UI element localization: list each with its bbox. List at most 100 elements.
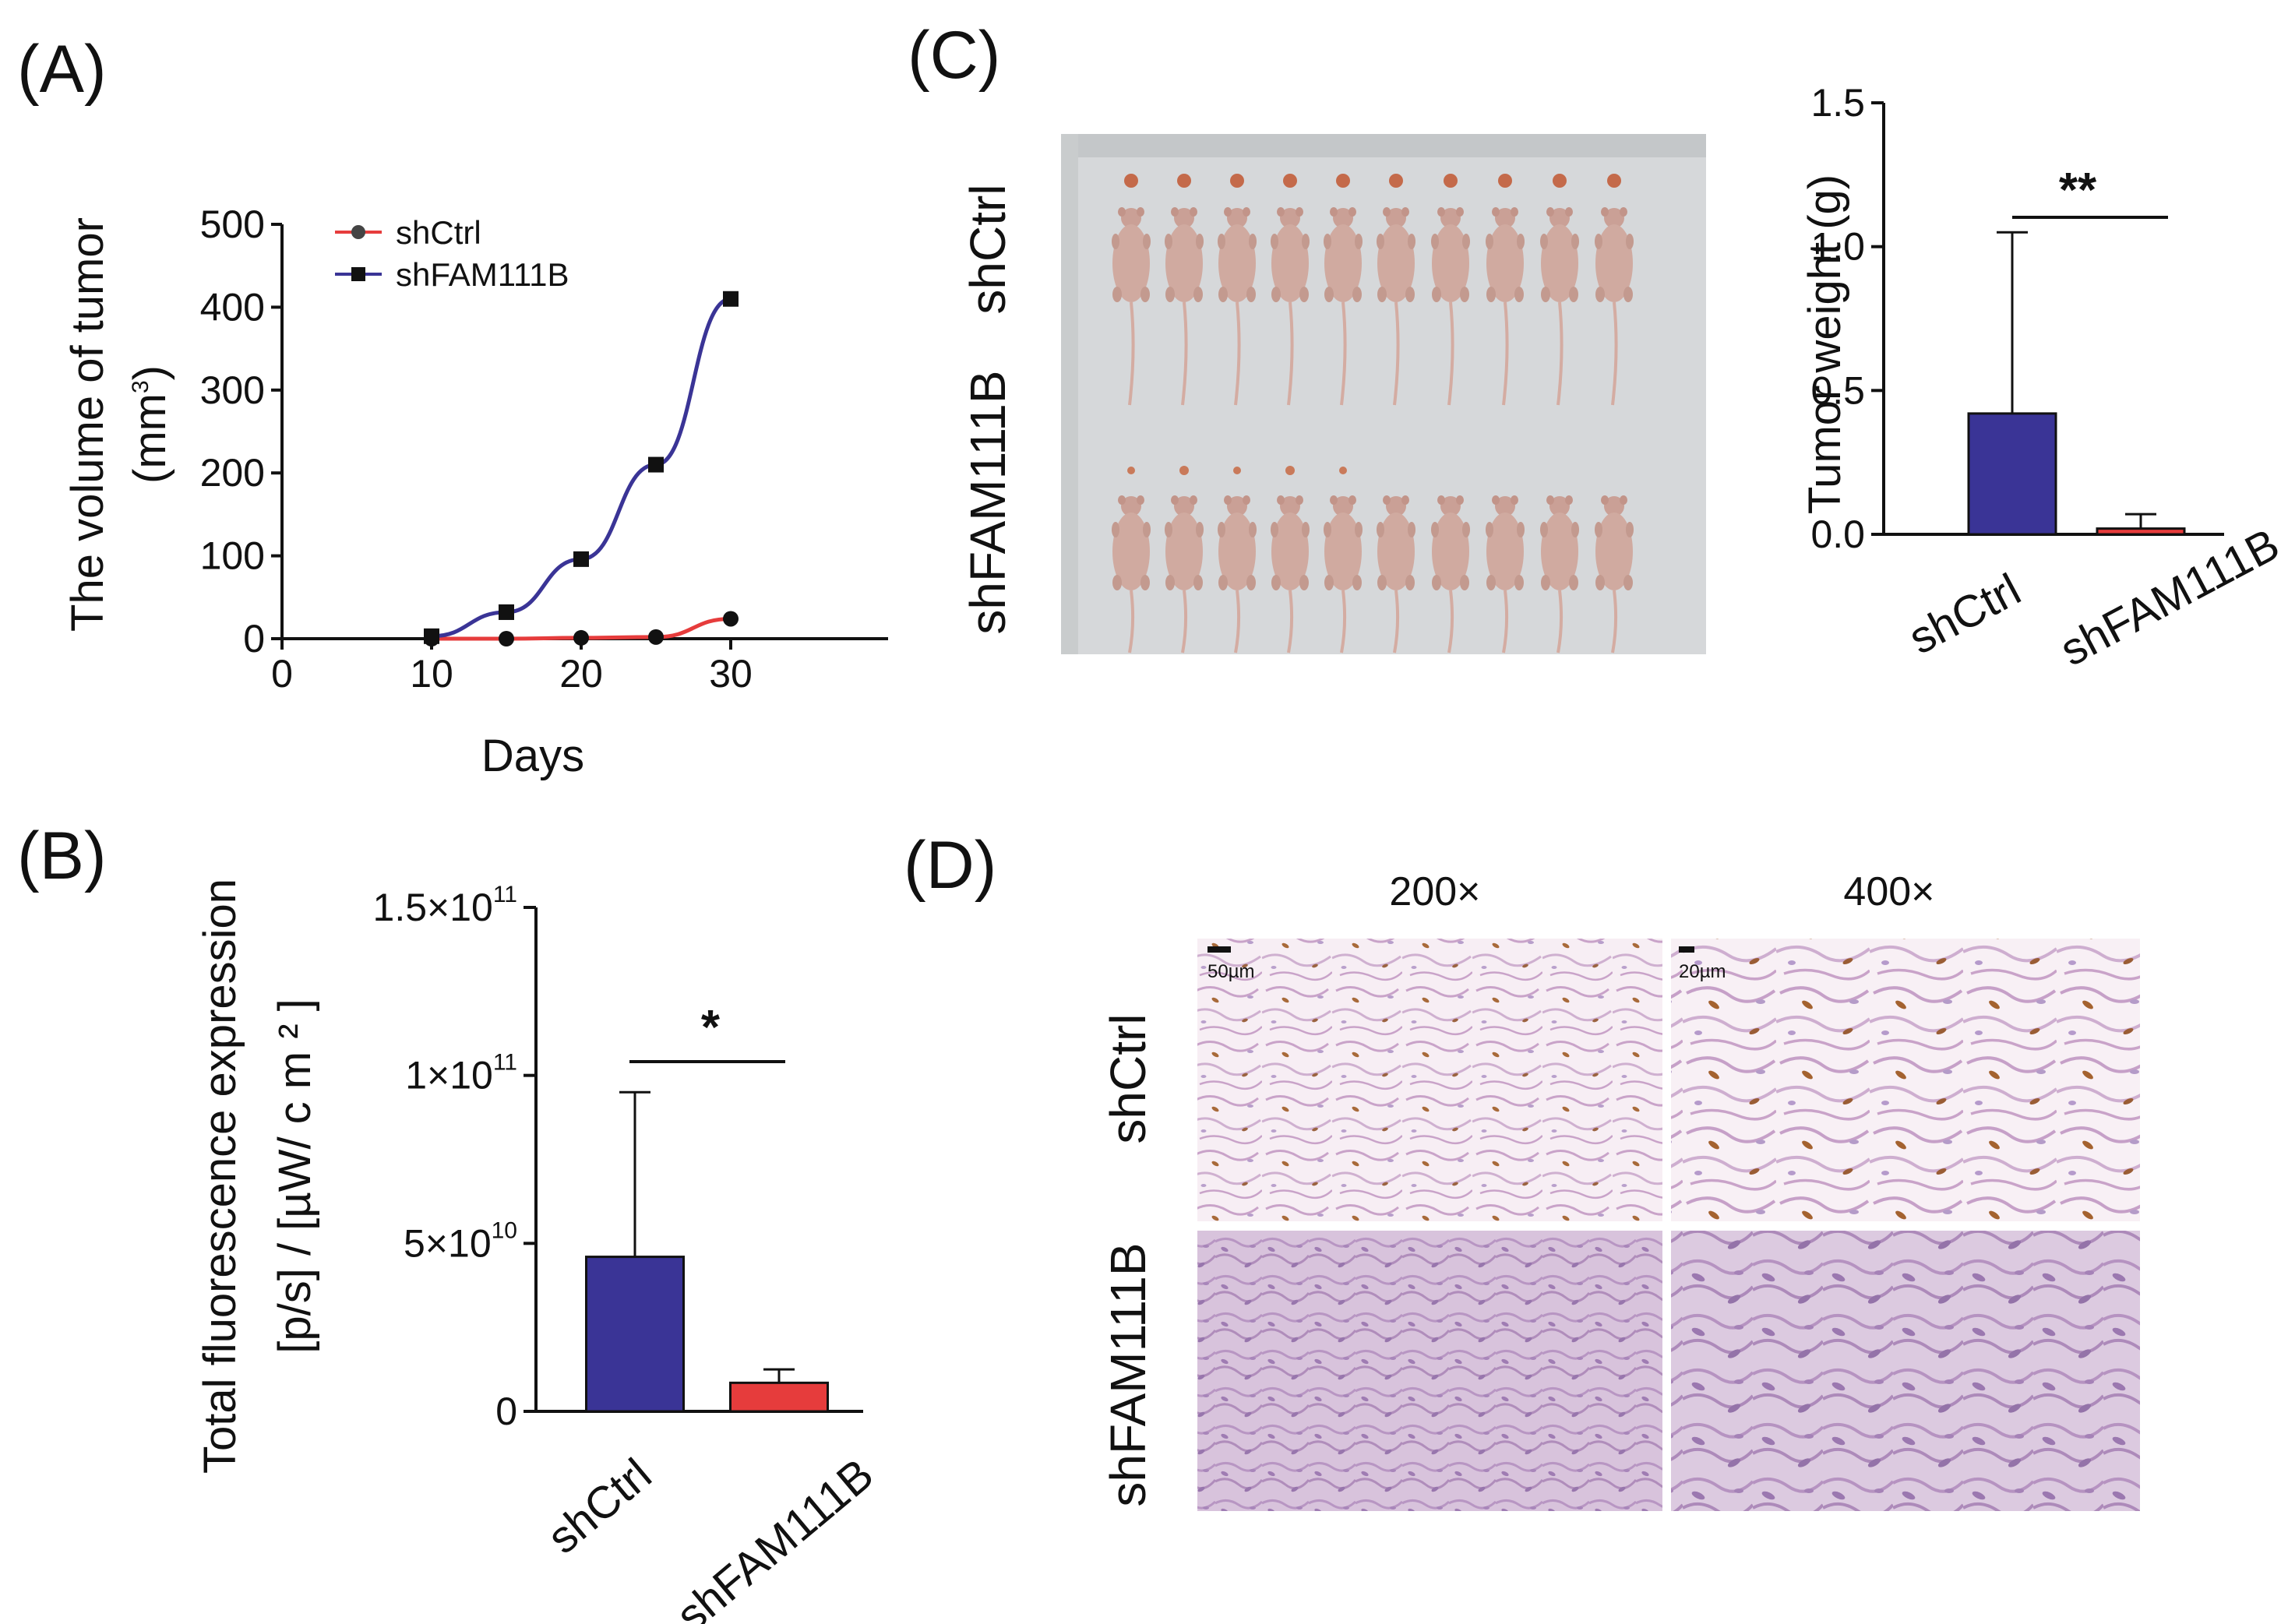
- panel-b-bar-shfam111b: [729, 1381, 829, 1413]
- tumor: [1124, 174, 1138, 188]
- mouse-tail: [1502, 590, 1509, 653]
- panel-a-ylabel-line2: (mm3): [125, 365, 175, 484]
- tumor: [1389, 174, 1403, 188]
- series-line-shfam111b: [431, 297, 732, 639]
- mouse-photo: [1061, 134, 1706, 654]
- histology-shfam111b-400x: [1671, 1231, 2140, 1511]
- panel-c-label: (C): [908, 18, 1000, 93]
- panel-c-ytick: 1.0: [1810, 225, 1865, 269]
- panel-c-tick-marks: [1871, 101, 1884, 536]
- histology-shctrl-400x: [1671, 939, 2140, 1221]
- panel-a-x-ticks: 0 10 20 30: [271, 652, 753, 696]
- mouse-tail: [1340, 301, 1347, 406]
- mouse-tail: [1502, 301, 1509, 406]
- panel-c-ylabel: Tumor weight (g): [1800, 174, 1850, 514]
- panel-a-ytick: 0: [243, 617, 265, 661]
- panel-b-y-ticks: 0 5×1010 1×1011 1.5×1011: [373, 882, 517, 1433]
- mouse-tail: [1340, 590, 1347, 653]
- photo-ruler-top: [1061, 134, 1706, 157]
- data-point-shfam111b: [424, 628, 439, 644]
- panel-b-ylabel-line2: [p/s] / [µW/ c m ² ]: [270, 999, 320, 1354]
- panel-d: (D) 200× 400× shCtrl shFAM111B 50µm 20µm: [904, 828, 2140, 1511]
- panel-c-ytick: 1.5: [1810, 81, 1865, 125]
- panel-c-category-shctrl: shCtrl: [1901, 564, 2029, 664]
- panel-d-row-label-shctrl: shCtrl: [1100, 1013, 1156, 1143]
- tumor: [1233, 467, 1241, 474]
- data-point-shfam111b: [648, 456, 664, 473]
- tumor: [1339, 467, 1347, 474]
- panel-b-significance: *: [701, 1001, 721, 1055]
- tumor: [1177, 174, 1191, 188]
- histology-shfam111b-200x: [1197, 1231, 1662, 1511]
- panel-c-ytick: 0.0: [1810, 513, 1865, 556]
- tumor: [1553, 174, 1567, 188]
- panel-b-tick-marks: [524, 906, 536, 1413]
- mouse-tail: [1393, 301, 1400, 406]
- tumor: [1283, 174, 1297, 188]
- data-point-shctrl: [499, 631, 514, 646]
- panel-c-significance: **: [2059, 164, 2097, 217]
- mouse-tail: [1287, 590, 1294, 653]
- tumor: [1607, 174, 1621, 188]
- panel-a-xtick: 30: [709, 652, 753, 696]
- mouse-tail: [1611, 301, 1618, 406]
- histology-shctrl-200x: [1197, 939, 1662, 1221]
- mouse-tail: [1447, 301, 1454, 406]
- mouse-tail: [1128, 590, 1135, 653]
- tumor: [1285, 466, 1295, 475]
- panel-b-ytick: 1.5×1011: [373, 882, 517, 929]
- panel-b-bars: [585, 1090, 829, 1413]
- mouse-tail: [1287, 301, 1294, 406]
- panel-a-xtick: 0: [271, 652, 293, 696]
- panel-c-ytick: 0.5: [1810, 368, 1865, 412]
- panel-b: (B) Total fluorescence expression [p/s] …: [17, 819, 883, 1624]
- scale-bar-label-200x: 50µm: [1207, 961, 1255, 982]
- photo-mice: [1112, 174, 1634, 653]
- panel-a-series: [424, 291, 739, 646]
- panel-d-row-label-shfam111b: shFAM111B: [1100, 1242, 1156, 1506]
- legend-marker-shfam111b: [351, 267, 365, 281]
- panel-a-ytick: 300: [200, 368, 265, 412]
- panel-b-category-shfam111b: shFAM111B: [667, 1449, 883, 1624]
- panel-d-label: (D): [904, 828, 996, 903]
- panel-a-legend: shCtrl shFAM111B: [335, 214, 569, 293]
- mouse-tail: [1234, 301, 1241, 406]
- legend-label-shctrl: shCtrl: [396, 214, 481, 251]
- tumor: [1230, 174, 1244, 188]
- panel-c-bar-shctrl: [1967, 412, 2057, 536]
- panel-a-xtick: 10: [410, 652, 453, 696]
- panel-c: (C) shCtrl shFAM111B Tumor weight (g) 0.…: [908, 18, 2287, 676]
- panel-b-ytick: 1×1011: [405, 1050, 517, 1097]
- panel-c-category-shfam111b: shFAM111B: [2052, 519, 2287, 676]
- data-point-shfam111b: [573, 551, 589, 567]
- data-point-shctrl: [723, 611, 739, 627]
- mouse-tail: [1447, 590, 1454, 653]
- scale-bar-200x: [1207, 946, 1231, 953]
- panel-b-ytick: 0: [495, 1390, 517, 1433]
- scale-bar-label-400x: 20µm: [1679, 961, 1726, 982]
- panel-a-y-ticks: 0 100 200 300 400 500: [200, 203, 265, 661]
- mouse-tail: [1128, 301, 1135, 406]
- tumor: [1127, 467, 1135, 474]
- panel-b-label: (B): [17, 819, 107, 893]
- scale-bar-400x: [1679, 946, 1694, 953]
- mouse-tail: [1181, 590, 1188, 653]
- mouse-tail: [1556, 301, 1564, 406]
- mouse-tail: [1556, 590, 1564, 653]
- tumor: [1336, 174, 1350, 188]
- legend-marker-shctrl: [351, 225, 365, 239]
- panel-b-ylabel-line1: Total fluorescence expression: [195, 879, 245, 1474]
- mouse-tail: [1234, 590, 1241, 653]
- panel-c-bar-shfam111b: [2096, 527, 2186, 536]
- panel-b-ytick: 5×1010: [404, 1217, 517, 1265]
- panel-a: (A) The volume of tumor (mm3) 0 100 200 …: [17, 32, 888, 781]
- data-point-shctrl: [648, 629, 664, 645]
- tumor: [1444, 174, 1458, 188]
- data-point-shfam111b: [723, 291, 739, 307]
- panel-c-row-label-shfam111b: shFAM111B: [960, 370, 1016, 634]
- mouse-tail: [1611, 590, 1618, 653]
- panel-b-category-shctrl: shCtrl: [538, 1449, 661, 1563]
- panel-a-ytick: 100: [200, 534, 265, 578]
- mouse-tail: [1393, 590, 1400, 653]
